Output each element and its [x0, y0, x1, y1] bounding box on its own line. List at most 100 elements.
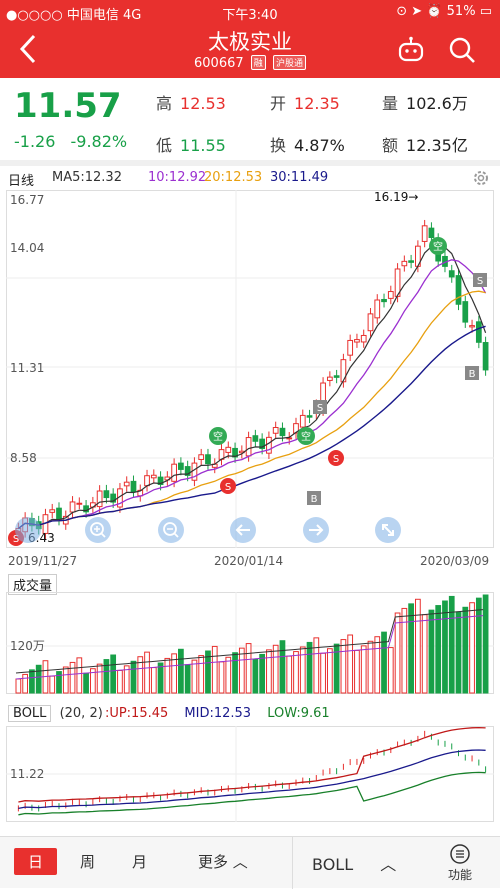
boll-y-label: 11.22	[10, 767, 44, 781]
quote-panel: 11.57 -1.26 -9.82% 高 12.53 开 12.35 量 102.6万…	[0, 78, 500, 160]
svg-text:B: B	[311, 494, 318, 505]
chevron-up-icon: ︿	[232, 853, 248, 871]
boll-params: (20, 2)	[59, 706, 103, 721]
zoom-out-icon[interactable]	[158, 517, 184, 543]
tab-month[interactable]: 月	[132, 853, 148, 871]
candle-body	[469, 325, 475, 328]
signal-kong-2[interactable]: 空	[297, 427, 315, 445]
candle-body	[157, 476, 164, 485]
indicator-selector[interactable]: BOLL ︿	[312, 855, 397, 874]
candle-body	[110, 493, 117, 503]
volume-bar	[299, 646, 306, 694]
candle-body	[360, 334, 367, 343]
zoom-out-corner-icon[interactable]	[15, 517, 41, 543]
volume-bar	[191, 659, 198, 694]
candle-body	[374, 299, 381, 319]
volume-bar	[279, 640, 286, 694]
volume-bar	[347, 634, 354, 694]
boll-chart[interactable]: 11.22	[6, 726, 494, 822]
volume-bar	[123, 665, 130, 694]
boll-name[interactable]: BOLL	[8, 705, 52, 722]
tab-week[interactable]: 周	[80, 853, 96, 871]
robot-assistant-icon[interactable]	[396, 36, 426, 64]
volume-bar	[333, 643, 340, 694]
volume-bar	[117, 669, 123, 694]
date-axis: 2019/11/27 2020/01/14 2020/03/09	[0, 554, 500, 570]
svg-text:B: B	[469, 369, 476, 380]
volume-bar	[442, 600, 448, 694]
candle-body	[150, 474, 157, 479]
menu-circle-icon	[450, 844, 470, 864]
candle-body	[266, 436, 272, 454]
alarm-icon: ⏰	[426, 4, 443, 19]
ma-legend: 日线 MA5:12.32 10:12.92 20:12.53 30:11.49	[0, 168, 500, 189]
open-price: 开 12.35	[270, 94, 340, 113]
volume-bar	[340, 639, 347, 694]
volume-bar	[415, 598, 421, 694]
boll-up: :UP:15.45	[104, 706, 169, 721]
trade-amount: 额 12.35亿	[382, 136, 468, 155]
candle-body	[259, 438, 266, 449]
date-mid: 2020/01/14	[214, 554, 284, 568]
volume-bar	[110, 654, 117, 694]
tab-day[interactable]: 日	[14, 848, 58, 875]
volume-bar	[360, 645, 367, 694]
candlestick-chart[interactable]: 16.77 14.04 11.31 8.58 16.19→ 6.43 空 空 空…	[6, 190, 494, 548]
scroll-right-icon[interactable]	[303, 517, 329, 543]
volume-bar	[387, 647, 394, 694]
volume-bar	[252, 658, 259, 694]
candle-body	[354, 339, 360, 343]
toolbar-divider	[292, 837, 293, 889]
y-label-3: 11.31	[10, 361, 44, 375]
carrier-signal: ●○○○○ 中国电信 4G	[6, 8, 142, 23]
volume-bar	[401, 607, 408, 694]
signal-kong-1[interactable]: 空	[209, 427, 227, 445]
candle-body	[171, 463, 177, 482]
candle-body	[401, 260, 408, 267]
volume-bar	[83, 672, 89, 694]
candle-body	[381, 298, 387, 303]
change-amount: -1.26	[14, 132, 56, 151]
signal-s-2[interactable]: S	[473, 273, 487, 287]
tab-more[interactable]: 更多 ︿	[198, 853, 248, 871]
volume-bar	[320, 652, 326, 694]
volume-bar	[35, 664, 42, 694]
candle-body	[96, 490, 103, 508]
function-button[interactable]: 功能	[444, 843, 476, 883]
fullscreen-icon[interactable]	[375, 517, 401, 543]
back-arrow-icon[interactable]	[14, 32, 44, 66]
boll-low-line	[18, 771, 486, 816]
volume-bar	[205, 650, 211, 694]
signal-kong-3[interactable]: 空	[429, 237, 447, 255]
volume-bar	[475, 597, 482, 694]
volume-chart[interactable]: 120万	[6, 592, 494, 694]
period-label[interactable]: 日线	[8, 174, 35, 189]
signal-s-red-2[interactable]: S	[328, 450, 344, 466]
volume-bar	[313, 637, 320, 694]
search-icon[interactable]	[448, 36, 476, 64]
volume-bar	[428, 609, 435, 694]
volume-bar	[130, 660, 137, 694]
volume-bar	[225, 656, 232, 694]
volume-bar	[469, 602, 475, 694]
volume-ma5-line	[15, 609, 484, 674]
volume-title[interactable]: 成交量	[8, 574, 58, 595]
scroll-left-icon[interactable]	[230, 517, 256, 543]
stock-name: 太极实业	[208, 30, 292, 54]
signal-b-2[interactable]: B	[465, 366, 479, 380]
ma5-value: MA5:12.32	[52, 170, 122, 185]
boll-mid: MID:12.53	[184, 706, 252, 721]
candle-body	[333, 375, 340, 378]
signal-b-1[interactable]: B	[307, 491, 321, 505]
volume-bar	[15, 678, 22, 694]
signal-s-1[interactable]: S	[313, 400, 327, 414]
candle-body	[144, 475, 150, 487]
volume-bar	[56, 671, 62, 694]
zoom-in-icon[interactable]	[85, 517, 111, 543]
connect-badge: 沪股通	[272, 55, 306, 70]
gear-icon[interactable]	[472, 169, 490, 187]
volume-bar	[326, 648, 333, 694]
volume-bar	[76, 657, 83, 694]
signal-s-red-1[interactable]: S	[220, 478, 236, 494]
candle-body	[455, 275, 462, 305]
